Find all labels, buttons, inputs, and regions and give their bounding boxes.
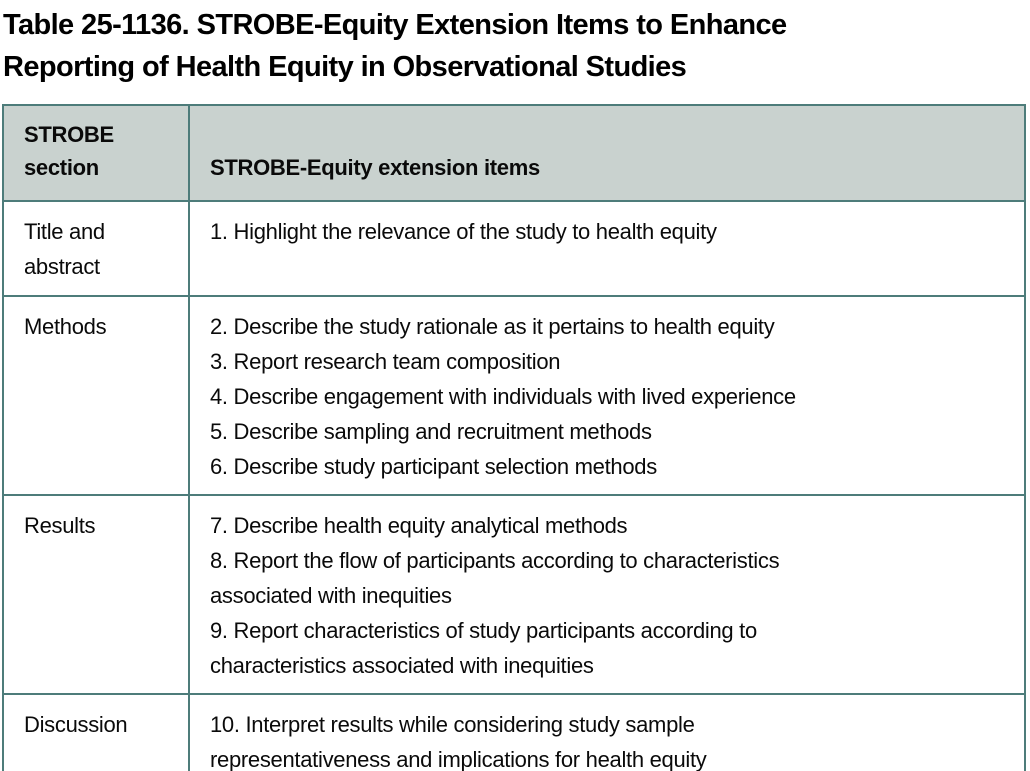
table-body: Title and abstract 1. Highlight the relev…	[2, 200, 1026, 771]
extension-item: 3. Report research team composition	[210, 349, 561, 374]
strobe-equity-table: STROBE section STROBE-Equity extension i…	[2, 104, 1026, 771]
extension-item: 1. Highlight the relevance of the study …	[210, 219, 717, 244]
section-cell: Methods	[2, 295, 190, 496]
extension-item: 8. Report the flow of participants accor…	[210, 548, 780, 608]
extension-item: 7. Describe health equity analytical met…	[210, 513, 628, 538]
extension-item: 2. Describe the study rationale as it pe…	[210, 314, 775, 339]
extension-item: 6. Describe study participant selection …	[210, 454, 657, 479]
section-cell: Discussion	[2, 693, 190, 771]
items-cell: 1. Highlight the relevance of the study …	[188, 200, 1026, 297]
header-cell-strobe-section: STROBE section	[2, 104, 190, 202]
header-cell-extension-items: STROBE-Equity extension items	[188, 104, 1026, 202]
table-row: Methods 2. Describe the study rationale a…	[2, 295, 1026, 496]
extension-item: 4. Describe engagement with individuals …	[210, 384, 796, 409]
section-cell: Results	[2, 494, 190, 695]
page-title-line1: Table 25-1136. STROBE-Equity Extension I…	[3, 9, 787, 41]
items-cell: 10. Interpret results while considering …	[188, 693, 1026, 771]
table-header: STROBE section STROBE-Equity extension i…	[2, 104, 1026, 202]
items-cell: 7. Describe health equity analytical met…	[188, 494, 1026, 695]
page-title-line2: Reporting of Health Equity in Observatio…	[3, 51, 687, 83]
table-row: Title and abstract 1. Highlight the relev…	[2, 200, 1026, 297]
items-cell: 2. Describe the study rationale as it pe…	[188, 295, 1026, 496]
section-cell: Title and abstract	[2, 200, 190, 297]
extension-item: 5. Describe sampling and recruitment met…	[210, 419, 652, 444]
table-row: Discussion 10. Interpret results while co…	[2, 693, 1026, 771]
extension-item: 10. Interpret results while considering …	[210, 712, 707, 771]
page-title: Table 25-1136. STROBE-Equity Extension I…	[3, 4, 1030, 88]
table-row: Results 7. Describe health equity analyti…	[2, 494, 1026, 695]
extension-item: 9. Report characteristics of study parti…	[210, 618, 757, 678]
